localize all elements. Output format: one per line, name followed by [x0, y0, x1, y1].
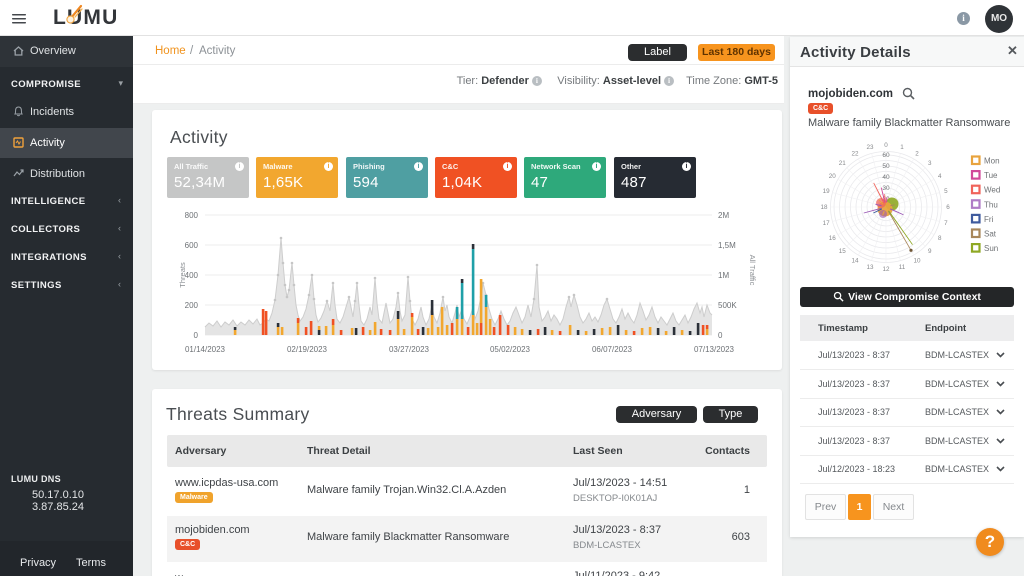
svg-text:20: 20 [829, 173, 837, 180]
svg-text:800: 800 [185, 211, 199, 220]
svg-text:03/27/2023: 03/27/2023 [389, 345, 430, 354]
svg-text:All Traffic: All Traffic [748, 255, 757, 286]
svg-text:8: 8 [938, 235, 942, 242]
svg-text:17: 17 [823, 220, 831, 227]
svg-text:0: 0 [884, 142, 888, 149]
svg-text:20: 20 [882, 196, 890, 203]
svg-text:02/19/2023: 02/19/2023 [287, 345, 328, 354]
svg-text:60: 60 [882, 152, 890, 159]
svg-text:1,5M: 1,5M [718, 241, 736, 250]
svg-text:01/14/2023: 01/14/2023 [185, 345, 226, 354]
svg-text:Mon: Mon [984, 157, 1000, 166]
svg-text:10: 10 [913, 258, 921, 265]
svg-text:07/13/2023: 07/13/2023 [694, 345, 735, 354]
svg-text:0: 0 [194, 331, 199, 340]
svg-text:06/07/2023: 06/07/2023 [592, 345, 633, 354]
svg-text:600: 600 [185, 241, 199, 250]
svg-text:2: 2 [915, 150, 919, 157]
svg-text:14: 14 [851, 258, 859, 265]
svg-text:19: 19 [823, 188, 831, 195]
svg-text:200: 200 [185, 301, 199, 310]
svg-text:500K: 500K [718, 301, 737, 310]
svg-text:15: 15 [839, 248, 847, 255]
svg-text:2M: 2M [718, 211, 729, 220]
svg-text:50: 50 [882, 163, 890, 170]
svg-text:Wed: Wed [984, 186, 1000, 195]
svg-text:1M: 1M [718, 271, 729, 280]
svg-text:22: 22 [851, 150, 859, 157]
svg-text:1: 1 [900, 144, 904, 151]
svg-text:3: 3 [928, 160, 932, 167]
svg-text:11: 11 [899, 264, 906, 271]
svg-text:Sat: Sat [984, 230, 997, 239]
svg-text:23: 23 [866, 144, 874, 151]
svg-text:30: 30 [882, 185, 890, 192]
svg-text:05/02/2023: 05/02/2023 [490, 345, 531, 354]
svg-text:0: 0 [718, 331, 723, 340]
svg-text:7: 7 [944, 220, 948, 227]
svg-text:Threats: Threats [178, 262, 187, 288]
svg-text:9: 9 [928, 248, 932, 255]
svg-text:16: 16 [829, 235, 837, 242]
svg-text:40: 40 [882, 174, 890, 181]
svg-text:5: 5 [944, 188, 948, 195]
svg-text:Thu: Thu [984, 200, 998, 209]
svg-text:400: 400 [185, 271, 199, 280]
svg-text:6: 6 [946, 204, 950, 211]
svg-text:13: 13 [866, 264, 874, 271]
svg-text:4: 4 [938, 173, 942, 180]
svg-text:12: 12 [882, 266, 890, 273]
svg-text:Tue: Tue [984, 171, 998, 180]
svg-text:21: 21 [839, 160, 847, 167]
svg-text:18: 18 [820, 204, 828, 211]
svg-text:Sun: Sun [984, 244, 998, 253]
svg-text:Fri: Fri [984, 215, 994, 224]
